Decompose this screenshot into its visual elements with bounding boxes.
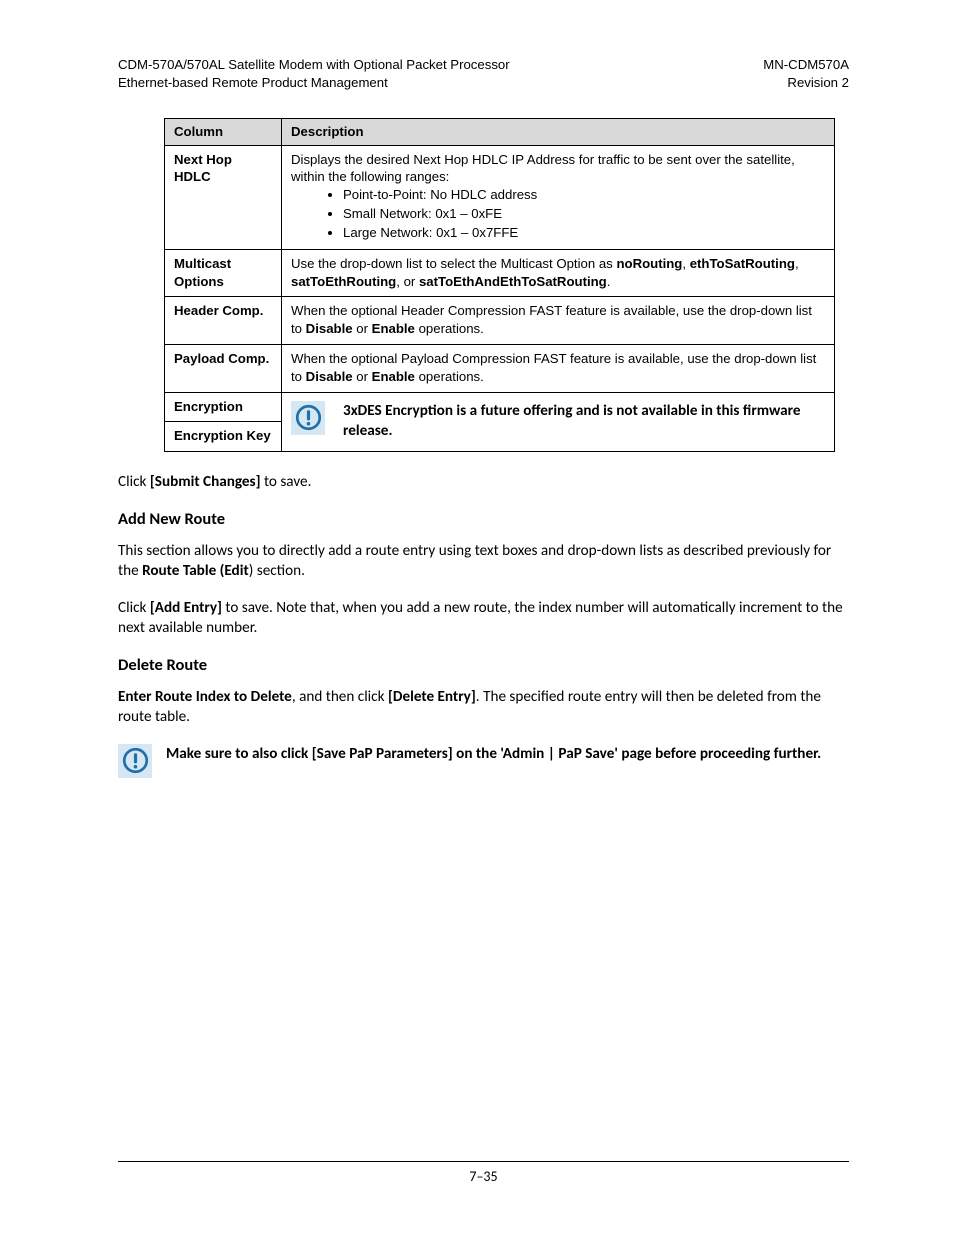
save-pap-note: Make sure to also click [Save PaP Parame… (118, 744, 849, 778)
cell-desc: When the optional Payload Compression FA… (282, 344, 835, 392)
add-route-p2: Click [Add Entry] to save. Note that, wh… (118, 598, 849, 639)
th-description: Description (282, 118, 835, 145)
page-number: 7–35 (469, 1168, 497, 1185)
header-left: CDM-570A/570AL Satellite Modem with Opti… (118, 56, 510, 92)
cell-col1: Payload Comp. (165, 344, 282, 392)
add-route-p1: This section allows you to directly add … (118, 541, 849, 582)
cell-col1: Header Comp. (165, 297, 282, 345)
page-header: CDM-570A/570AL Satellite Modem with Opti… (118, 56, 849, 92)
cell-col1: Multicast Options (165, 249, 282, 297)
header-right: MN-CDM570A Revision 2 (763, 56, 849, 92)
cell-col1: Encryption (165, 392, 282, 422)
column-description-table: Column Description Next Hop HDLC Display… (164, 118, 835, 453)
table-row: Payload Comp. When the optional Payload … (165, 344, 835, 392)
table-row: Multicast Options Use the drop-down list… (165, 249, 835, 297)
row0-bullets: Point-to-Point: No HDLC address Small Ne… (343, 186, 825, 241)
list-item: Point-to-Point: No HDLC address (343, 186, 825, 204)
header-left-line1: CDM-570A/570AL Satellite Modem with Opti… (118, 56, 510, 74)
table-row: Header Comp. When the optional Header Co… (165, 297, 835, 345)
list-item: Large Network: 0x1 – 0x7FFE (343, 224, 825, 242)
header-right-line2: Revision 2 (763, 74, 849, 92)
cell-desc: When the optional Header Compression FAS… (282, 297, 835, 345)
cell-col1: Encryption Key (165, 422, 282, 452)
header-left-line2: Ethernet-based Remote Product Management (118, 74, 510, 92)
th-column: Column (165, 118, 282, 145)
cell-desc-merged: 3xDES Encryption is a future offering an… (282, 392, 835, 452)
section-heading-add-new-route: Add New Route (118, 509, 849, 529)
row0-intro: Displays the desired Next Hop HDLC IP Ad… (291, 152, 795, 185)
alert-icon (118, 744, 152, 778)
table-row: Encryption 3xDES Encryption is a future … (165, 392, 835, 422)
page-footer: 7–35 (118, 1161, 849, 1185)
encryption-note: 3xDES Encryption is a future offering an… (343, 401, 825, 442)
section-heading-delete-route: Delete Route (118, 655, 849, 675)
cell-col1: Next Hop HDLC (165, 145, 282, 249)
header-right-line1: MN-CDM570A (763, 56, 849, 74)
list-item: Small Network: 0x1 – 0xFE (343, 205, 825, 223)
alert-icon (291, 401, 325, 435)
cell-desc: Displays the desired Next Hop HDLC IP Ad… (282, 145, 835, 249)
save-pap-note-text: Make sure to also click [Save PaP Parame… (166, 744, 849, 765)
table-row: Next Hop HDLC Displays the desired Next … (165, 145, 835, 249)
submit-line: Click [Submit Changes] to save. (118, 472, 849, 493)
delete-route-p1: Enter Route Index to Delete, and then cl… (118, 687, 849, 728)
cell-desc: Use the drop-down list to select the Mul… (282, 249, 835, 297)
